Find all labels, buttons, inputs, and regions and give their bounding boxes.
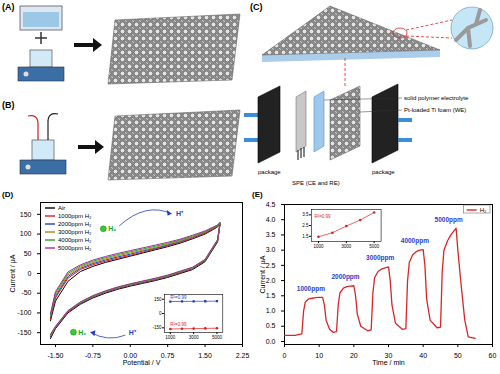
svg-text:2.0: 2.0 <box>266 277 276 284</box>
svg-text:50: 50 <box>24 250 32 257</box>
svg-text:package: package <box>258 169 281 175</box>
svg-text:Time / min: Time / min <box>372 359 405 366</box>
svg-text:20: 20 <box>350 352 358 359</box>
svg-text:60: 60 <box>489 352 497 359</box>
svg-text:3000: 3000 <box>189 335 199 340</box>
svg-text:1000ppm: 1000ppm <box>297 285 325 293</box>
svg-text:1.5: 1.5 <box>266 292 276 299</box>
svg-text:H⁺: H⁺ <box>176 210 184 217</box>
svg-text:4000ppm H₂: 4000ppm H₂ <box>58 237 92 243</box>
svg-text:5000: 5000 <box>370 243 380 248</box>
svg-text:40: 40 <box>419 352 427 359</box>
svg-text:SPE (CE and RE): SPE (CE and RE) <box>292 180 340 186</box>
svg-text:H⁺: H⁺ <box>129 329 137 336</box>
svg-text:150: 150 <box>154 296 162 301</box>
svg-text:Potential / V: Potential / V <box>123 359 161 366</box>
svg-text:Pt-loaded Ti foam (WE): Pt-loaded Ti foam (WE) <box>404 107 466 113</box>
svg-text:R²=0.99: R²=0.99 <box>171 322 188 327</box>
svg-text:50: 50 <box>454 352 462 359</box>
svg-text:2000ppm H₂: 2000ppm H₂ <box>58 221 92 227</box>
svg-text:30: 30 <box>384 352 393 360</box>
svg-text:-150: -150 <box>153 325 162 330</box>
svg-text:0.00: 0.00 <box>123 352 138 360</box>
svg-text:H₂: H₂ <box>78 329 86 336</box>
svg-text:2.25: 2.25 <box>236 352 250 359</box>
svg-text:1000ppm H₂: 1000ppm H₂ <box>58 213 92 219</box>
svg-text:10: 10 <box>315 352 323 359</box>
svg-text:Current / μA: Current / μA <box>259 255 267 293</box>
svg-text:150: 150 <box>20 211 32 218</box>
svg-text:R²=0.99: R²=0.99 <box>315 213 332 218</box>
svg-text:5000ppm: 5000ppm <box>435 216 463 224</box>
svg-text:3.5: 3.5 <box>266 231 276 238</box>
svg-text:0: 0 <box>283 352 287 359</box>
svg-text:H₂: H₂ <box>480 207 487 213</box>
svg-text:2.5: 2.5 <box>266 262 276 269</box>
svg-text:(C): (C) <box>250 2 263 12</box>
svg-text:3000ppm H₂: 3000ppm H₂ <box>58 229 92 235</box>
svg-text:0.0: 0.0 <box>266 338 276 345</box>
svg-text:4.0: 4.0 <box>266 216 276 223</box>
svg-text:(A): (A) <box>2 2 15 12</box>
svg-text:solid polymer electrolyte: solid polymer electrolyte <box>404 95 469 101</box>
svg-text:0: 0 <box>28 270 32 277</box>
svg-text:4.5: 4.5 <box>266 201 276 208</box>
svg-text:1000: 1000 <box>314 243 324 248</box>
svg-text:0.75: 0.75 <box>161 352 175 359</box>
svg-text:R²=0.99: R²=0.99 <box>171 295 188 300</box>
svg-text:0.5: 0.5 <box>266 322 276 329</box>
svg-text:0: 0 <box>159 311 162 316</box>
svg-text:-100: -100 <box>17 309 31 316</box>
svg-text:-50: -50 <box>21 289 31 296</box>
svg-text:2.5: 2.5 <box>303 223 310 228</box>
svg-text:Current / μA: Current / μA <box>9 254 17 292</box>
svg-text:3.5: 3.5 <box>303 212 310 217</box>
svg-text:-0.75: -0.75 <box>85 352 101 359</box>
svg-text:H₂: H₂ <box>108 225 116 232</box>
svg-text:2000ppm: 2000ppm <box>331 273 359 281</box>
html-text:(D): (D) <box>2 190 14 199</box>
svg-text:(B): (B) <box>2 100 15 110</box>
svg-text:1000: 1000 <box>166 335 176 340</box>
svg-text:1.50: 1.50 <box>198 352 212 359</box>
html-text:(E): (E) <box>252 190 263 199</box>
svg-text:package: package <box>372 169 395 175</box>
svg-text:-150: -150 <box>17 329 31 336</box>
svg-text:5000ppm H₂: 5000ppm H₂ <box>58 245 92 251</box>
svg-text:1.0: 1.0 <box>266 307 276 314</box>
svg-text:5000: 5000 <box>212 335 222 340</box>
svg-text:-1.50: -1.50 <box>47 352 63 359</box>
svg-text:Air: Air <box>58 205 65 211</box>
svg-text:1.5: 1.5 <box>303 233 310 238</box>
svg-text:100: 100 <box>20 230 32 237</box>
svg-text:3.0: 3.0 <box>266 246 276 253</box>
svg-text:4000ppm: 4000ppm <box>401 237 429 245</box>
svg-text:3000ppm: 3000ppm <box>366 254 394 262</box>
svg-text:3000: 3000 <box>342 243 352 248</box>
